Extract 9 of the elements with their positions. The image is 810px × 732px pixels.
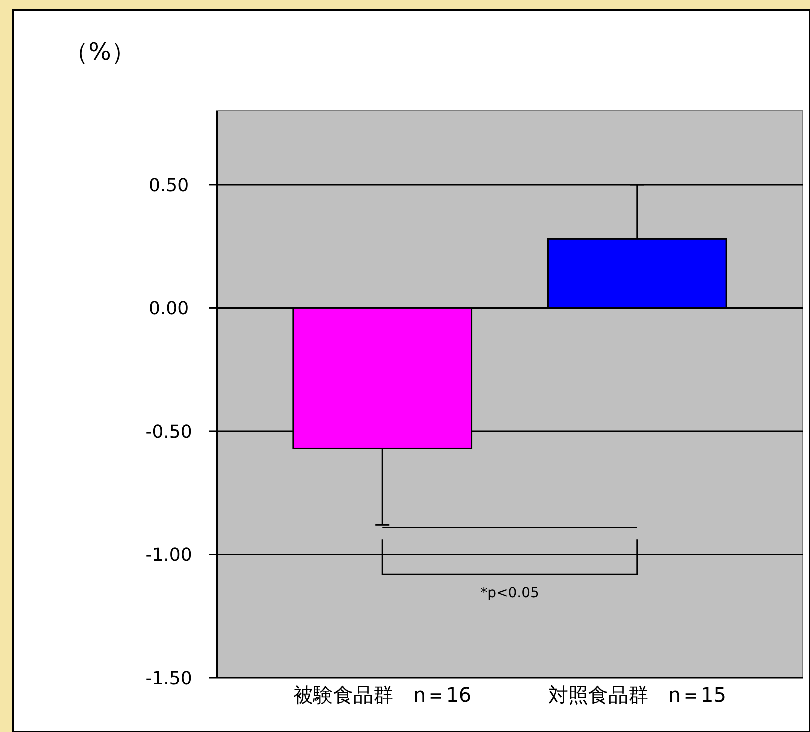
- y-tick-label: -1.00: [146, 545, 192, 566]
- x-tick-label: 対照食品群 n＝15: [548, 683, 726, 707]
- y-tick-label: -1.50: [146, 668, 192, 690]
- annotation: *p<0.05: [480, 586, 540, 602]
- y-tick-label: 0.50: [148, 175, 190, 196]
- y-axis-title: （%）: [64, 38, 136, 66]
- y-tick-label: 0.00: [148, 298, 190, 320]
- y-tick-label: -0.50: [146, 422, 192, 443]
- x-tick-label: 被験食品群 n＝16: [294, 683, 472, 707]
